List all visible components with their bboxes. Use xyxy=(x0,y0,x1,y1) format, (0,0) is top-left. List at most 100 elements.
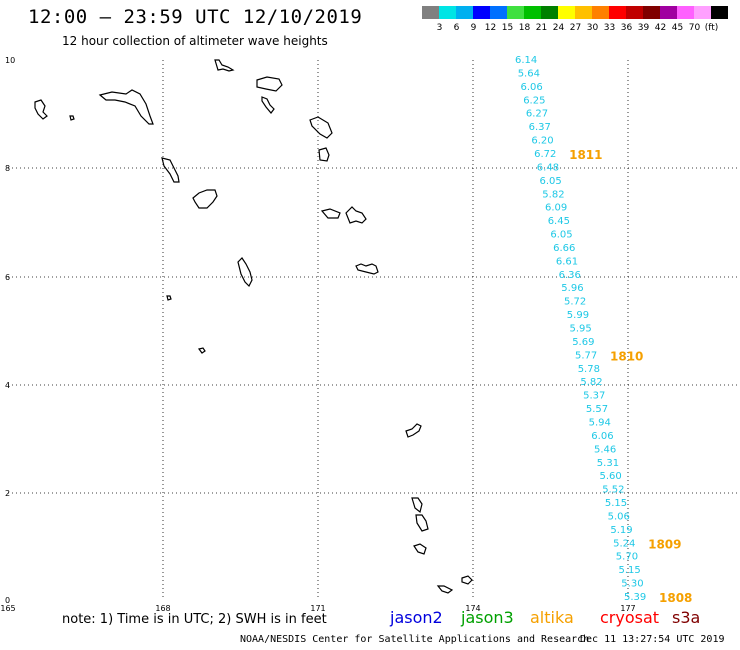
island-outline xyxy=(345,206,367,224)
satellite-track: 6.14 5.64 6.06 6.25 6.27 6.37 6.20 6.72 6.48 6.05… xyxy=(515,55,646,603)
island-outline xyxy=(318,147,330,162)
scale-swatch xyxy=(575,6,592,19)
scale-label: 24 xyxy=(552,23,565,33)
credit-line: NOAA/NESDIS Center for Satellite Applica… xyxy=(240,634,590,645)
scale-label: 6 xyxy=(453,23,460,33)
map-grid xyxy=(8,60,740,600)
swh-value: 5.06 xyxy=(608,512,630,523)
swh-value: 5.78 xyxy=(578,364,600,375)
swh-value: 6.14 xyxy=(515,55,537,66)
island-outline xyxy=(405,423,422,438)
scale-label: 18 xyxy=(518,23,531,33)
swh-value: 5.82 xyxy=(542,189,564,200)
lon-tick-label: 174 xyxy=(465,604,480,613)
island-outline xyxy=(161,157,180,183)
scale-swatch xyxy=(626,6,643,19)
swh-value: 5.99 xyxy=(567,310,589,321)
scale-label: 15 xyxy=(501,23,514,33)
swh-value: 5.72 xyxy=(564,297,586,308)
map-subtitle: 12 hour collection of altimeter wave hei… xyxy=(62,34,328,48)
satellite-legend-item: s3a xyxy=(672,608,701,627)
scale-swatch xyxy=(711,6,728,19)
lat-tick-label: 2 xyxy=(5,489,10,498)
swh-value: 5.24 xyxy=(613,538,635,549)
lat-tick-label: 8 xyxy=(5,164,10,173)
satellite-legend-item: jason2 xyxy=(390,608,443,627)
scale-label: 9 xyxy=(470,23,477,33)
footer-note: note: 1) Time is in UTC; 2) SWH is in fe… xyxy=(62,612,327,627)
swh-value: 5.15 xyxy=(619,565,641,576)
scale-swatch xyxy=(558,6,575,19)
scale-swatch xyxy=(660,6,677,19)
scale-label: 21 xyxy=(535,23,548,33)
swh-value: 5.15 xyxy=(605,498,627,509)
swh-value: 5.77 xyxy=(575,350,597,361)
scale-swatch xyxy=(490,6,507,19)
swh-value: 5.30 xyxy=(621,579,643,590)
island-outline xyxy=(461,575,473,585)
swh-value: 5.57 xyxy=(586,404,608,415)
scale-swatch xyxy=(694,6,711,19)
lat-tick-label: 0 xyxy=(5,596,10,605)
track-time-label: 1811 xyxy=(569,148,602,162)
scale-label: 12 xyxy=(484,23,497,33)
island-outline xyxy=(192,189,218,209)
satellite-legend-item: altika xyxy=(530,608,574,627)
island-outline xyxy=(355,263,379,275)
scale-label: 3 xyxy=(436,23,443,33)
swh-value: 6.72 xyxy=(534,149,556,160)
island-outline xyxy=(34,99,48,120)
island-outline xyxy=(98,89,154,125)
scale-label: 70 xyxy=(688,23,701,33)
swh-value: 5.60 xyxy=(600,471,622,482)
swh-value: 5.70 xyxy=(616,552,638,563)
coastlines xyxy=(34,59,473,594)
lat-tick-label: 10 xyxy=(5,56,15,65)
scale-label: (ft) xyxy=(704,23,719,33)
swh-value: 5.52 xyxy=(602,485,624,496)
track-time-label: 1809 xyxy=(648,537,681,551)
scale-swatch xyxy=(422,6,439,19)
swh-value: 5.69 xyxy=(572,337,594,348)
swh-value: 5.82 xyxy=(580,377,602,388)
lat-tick-label: 6 xyxy=(5,273,10,282)
island-outline xyxy=(197,347,206,354)
scale-swatch xyxy=(473,6,490,19)
lon-tick-label: 165 xyxy=(0,604,15,613)
swh-value: 6.05 xyxy=(540,176,562,187)
scale-swatch xyxy=(507,6,524,19)
swh-value: 5.64 xyxy=(518,68,540,79)
island-outline xyxy=(69,115,75,121)
swh-value: 5.37 xyxy=(583,391,605,402)
island-outline xyxy=(261,96,275,114)
lon-tick-label: 177 xyxy=(620,604,635,613)
track-time-label: 1808 xyxy=(659,591,692,605)
island-outline xyxy=(256,76,283,92)
scale-label: 45 xyxy=(671,23,684,33)
island-outline xyxy=(214,59,235,72)
island-outline xyxy=(320,208,341,219)
track-time-labels: 1811 1810 1809 1808 xyxy=(569,148,692,605)
swh-value: 6.27 xyxy=(526,109,548,120)
swh-value: 5.39 xyxy=(624,592,646,603)
swh-value: 5.95 xyxy=(570,324,592,335)
swh-value: 5.94 xyxy=(589,418,611,429)
island-outline xyxy=(309,116,333,139)
swh-value: 6.36 xyxy=(559,270,581,281)
scale-label: 30 xyxy=(586,23,599,33)
swh-value: 6.25 xyxy=(523,95,545,106)
latitude-ticks: 10 8 6 4 2 0 xyxy=(5,56,15,605)
scale-swatch xyxy=(524,6,541,19)
swh-value: 6.06 xyxy=(591,431,613,442)
scale-swatch xyxy=(541,6,558,19)
swh-value: 6.48 xyxy=(537,162,559,173)
swh-value: 6.06 xyxy=(521,82,543,93)
scale-swatch xyxy=(439,6,456,19)
lat-tick-label: 4 xyxy=(5,381,10,390)
swh-value: 6.37 xyxy=(529,122,551,133)
generation-timestamp: Dec 11 13:27:54 UTC 2019 xyxy=(580,634,725,645)
island-outline xyxy=(415,514,429,532)
swh-value: 6.61 xyxy=(556,256,578,267)
longitude-ticks: 165 168 171 174 177 xyxy=(0,604,635,613)
